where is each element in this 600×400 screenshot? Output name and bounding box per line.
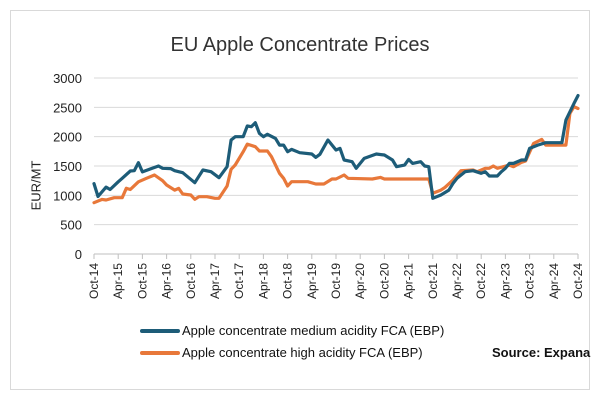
x-tick-label: Oct-22 [474,263,488,299]
x-tick-label: Oct-23 [523,263,537,299]
x-tick-label: Oct-20 [377,263,391,299]
series-line-high-acidity [92,105,580,205]
x-tick-label: Oct-24 [571,263,585,299]
x-tick-label: Apr-19 [305,263,319,299]
x-tick-label: Apr-24 [547,263,561,299]
legend-item-medium-acidity: Apple concentrate medium acidity FCA (EB… [140,323,444,338]
legend-swatch [140,328,180,333]
legend-swatch [140,350,180,355]
y-tick-label: 2000 [53,130,82,145]
y-tick-label: 1500 [53,159,82,174]
x-tick-label: Apr-23 [498,263,512,299]
source-note: Source: Expana [492,345,591,360]
x-tick-label: Oct-18 [281,263,295,299]
x-tick-label: Oct-14 [87,263,101,299]
legend-label: Apple concentrate high acidity FCA (EBP) [182,345,423,360]
x-tick-label: Apr-22 [450,263,464,299]
y-tick-label: 3000 [53,71,82,86]
x-tick-label: Apr-17 [208,263,222,299]
legend-item-high-acidity: Apple concentrate high acidity FCA (EBP) [140,345,423,360]
x-tick-label: Apr-21 [402,263,416,299]
chart-frame [10,10,590,390]
y-tick-label: 2500 [53,100,82,115]
legend-label: Apple concentrate medium acidity FCA (EB… [182,323,445,338]
x-tick-label: Oct-15 [135,263,149,299]
x-tick-label: Apr-20 [353,263,367,299]
x-tick-label: Apr-18 [256,263,270,299]
y-tick-label: 500 [60,218,82,233]
y-tick-label: 0 [75,247,82,262]
x-tick-label: Oct-21 [426,263,440,299]
x-tick-label: Oct-16 [184,263,198,299]
series-line-medium-acidity [92,94,580,200]
x-tick-label: Apr-16 [160,263,174,299]
x-tick-label: Oct-19 [329,263,343,299]
y-tick-label: 1000 [53,188,82,203]
x-tick-label: Apr-15 [111,263,125,299]
x-tick-label: Oct-17 [232,263,246,299]
chart-title: EU Apple Concentrate Prices [170,34,430,56]
